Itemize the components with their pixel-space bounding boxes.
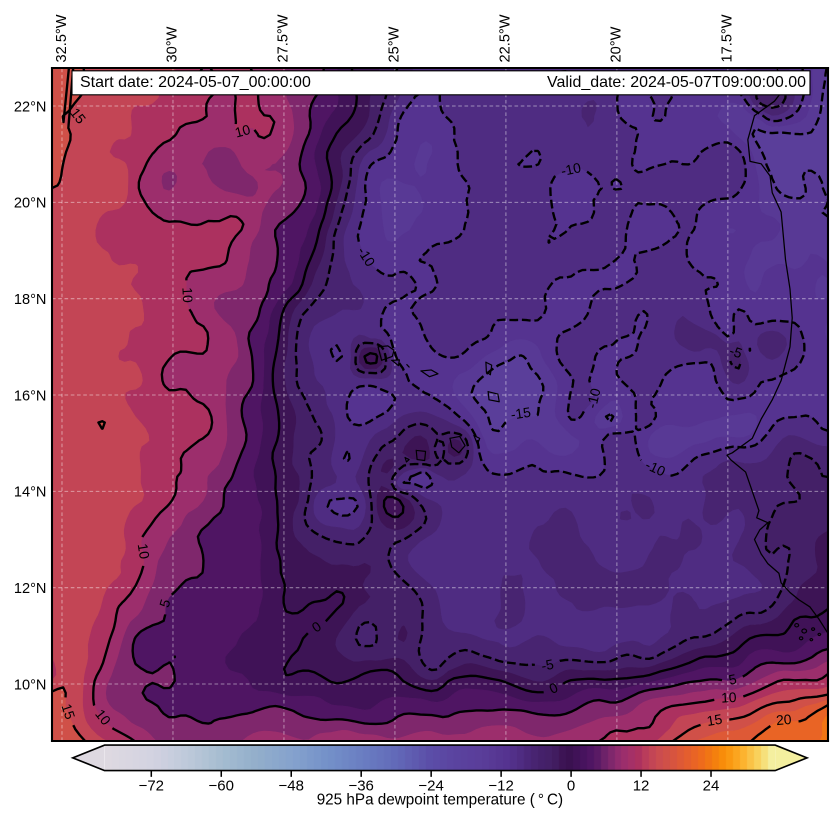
- svg-text:10: 10: [721, 689, 737, 706]
- svg-text:32.5°W: 32.5°W: [54, 14, 70, 62]
- svg-text:20: 20: [775, 711, 792, 728]
- svg-text:5: 5: [727, 671, 738, 688]
- svg-text:30°W: 30°W: [165, 26, 181, 62]
- svg-text:10°N: 10°N: [14, 677, 47, 693]
- svg-text:22.5°W: 22.5°W: [498, 14, 514, 62]
- svg-text:14°N: 14°N: [14, 485, 47, 501]
- svg-text:12: 12: [633, 777, 650, 794]
- svg-text:-5: -5: [728, 342, 745, 361]
- svg-text:24: 24: [703, 777, 720, 794]
- svg-text:15: 15: [706, 711, 724, 729]
- svg-text:−60: −60: [209, 777, 234, 794]
- svg-text:25°W: 25°W: [387, 26, 403, 62]
- svg-text:-15: -15: [510, 404, 532, 423]
- svg-text:10: 10: [233, 121, 252, 140]
- svg-text:Valid_date: 2024-05-07T09:00:0: Valid_date: 2024-05-07T09:00:00.00: [547, 74, 806, 91]
- svg-text:12°N: 12°N: [14, 581, 47, 597]
- svg-text:20°W: 20°W: [609, 26, 625, 62]
- svg-text:Start date: 2024-05-07_00:00:0: Start date: 2024-05-07_00:00:00: [80, 74, 311, 91]
- svg-text:10: 10: [179, 287, 196, 303]
- svg-text:10: 10: [135, 542, 153, 560]
- svg-text:-10: -10: [583, 386, 603, 410]
- svg-text:15: 15: [58, 702, 78, 722]
- svg-text:−12: −12: [488, 777, 513, 794]
- svg-text:22°N: 22°N: [14, 99, 47, 115]
- svg-text:925 hPa dewpoint temperature (: 925 hPa dewpoint temperature ( ° C): [317, 792, 563, 809]
- svg-text:−72: −72: [139, 777, 164, 794]
- svg-text:20°N: 20°N: [14, 196, 47, 212]
- svg-text:5: 5: [156, 597, 174, 609]
- svg-text:-5: -5: [540, 656, 556, 674]
- svg-text:17.5°W: 17.5°W: [720, 14, 736, 62]
- svg-text:-10: -10: [559, 159, 582, 179]
- svg-text:-10: -10: [643, 456, 668, 479]
- svg-text:0: 0: [567, 777, 575, 794]
- svg-text:−36: −36: [348, 777, 373, 794]
- svg-text:27.5°W: 27.5°W: [276, 14, 292, 62]
- svg-text:−24: −24: [418, 777, 443, 794]
- svg-text:−48: −48: [278, 777, 303, 794]
- svg-text:18°N: 18°N: [14, 292, 47, 308]
- svg-text:16°N: 16°N: [14, 388, 47, 404]
